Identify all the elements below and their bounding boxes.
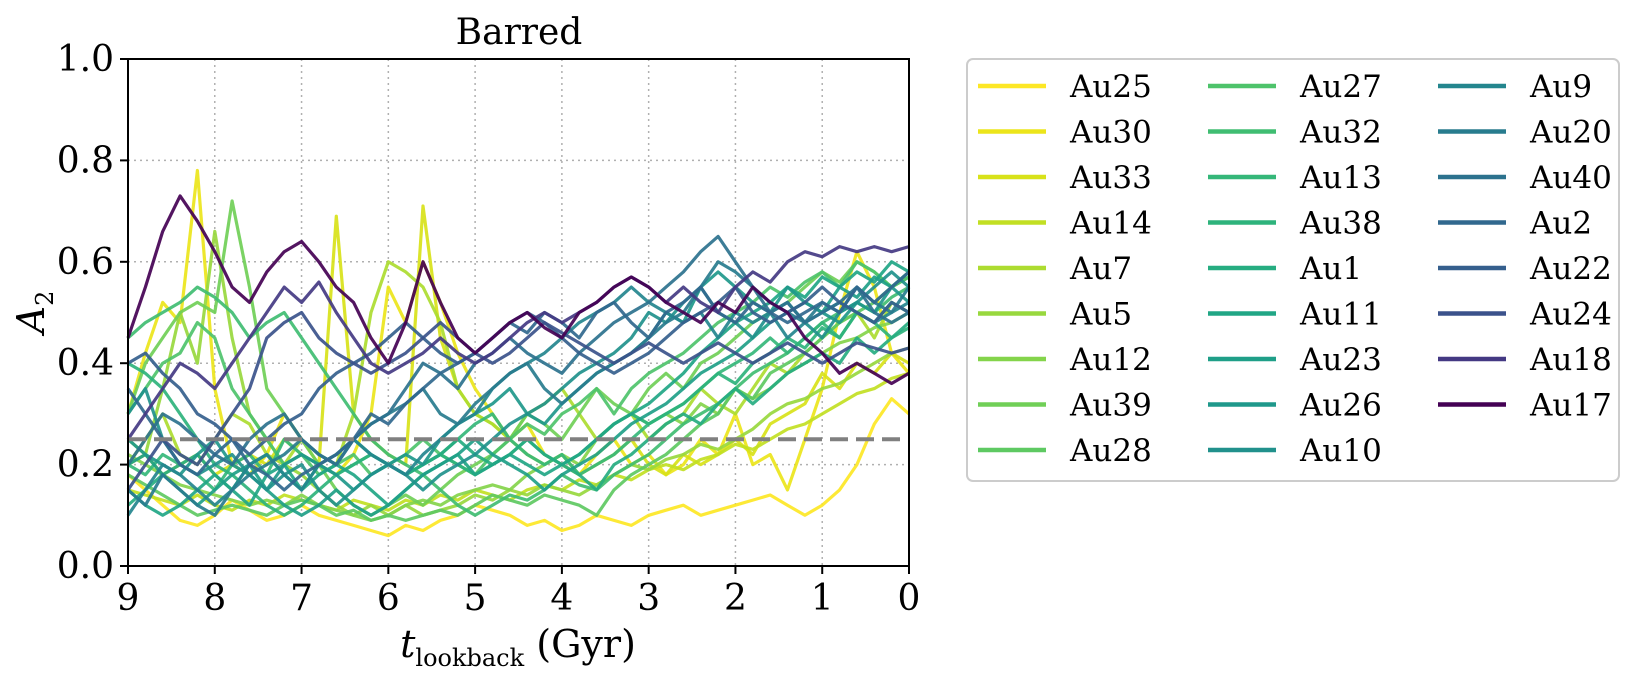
legend-label: Au2 [1529,206,1592,242]
legend-label: Au26 [1299,388,1382,424]
series-lines [126,168,911,538]
series-line-au17 [126,194,910,386]
legend-label: Au18 [1529,342,1612,378]
y-tick-label: 0.4 [57,343,114,384]
legend-frame [966,58,1620,482]
series-line-au25 [126,397,911,538]
x-tick-label: 1 [811,578,834,619]
y-axis-label: A2 [9,291,59,337]
legend-label: Au22 [1529,251,1612,287]
legend-item-au25: Au25 [978,69,1152,105]
legend-label: Au24 [1529,297,1612,333]
legend-label: Au11 [1299,297,1382,333]
plot-frame [127,58,910,567]
legend-label: Au40 [1529,160,1612,196]
legend-item-au5: Au5 [978,297,1132,333]
legend-label: Au7 [1069,251,1132,287]
x-tick-label: 9 [117,578,140,619]
legend-label: Au32 [1299,115,1382,151]
legend-label: Au13 [1299,160,1382,196]
y-tick-label: 0.0 [57,546,114,587]
legend-item-au38: Au38 [1208,206,1382,242]
legend-item-au9: Au9 [1438,69,1592,105]
legend-item-au10: Au10 [1208,433,1382,469]
legend-item-au23: Au23 [1208,342,1382,378]
legend-label: Au9 [1529,69,1592,105]
legend-item-au24: Au24 [1438,297,1612,333]
legend-item-au14: Au14 [978,206,1152,242]
series-line-au27 [126,260,910,477]
y-tick-label: 0.2 [57,445,114,486]
legend-label: Au5 [1069,297,1132,333]
series-line-au32 [126,285,910,517]
x-axis-label-subscript: lookback [415,644,524,672]
chart-title: Barred [456,12,583,53]
legend-item-au13: Au13 [1208,160,1382,196]
legend-label: Au30 [1069,115,1152,151]
x-axis-label-unit: (Gyr) [524,622,636,666]
legend-label: Au38 [1299,206,1382,242]
x-axis-ticks: 9 8 7 6 5 4 3 2 1 0 [117,566,921,619]
x-tick-label: 0 [898,578,921,619]
series-line-au28 [127,270,911,523]
x-axis-label-variable: t [400,622,416,666]
legend-item-au33: Au33 [978,160,1152,196]
legend-label: Au20 [1529,115,1612,151]
x-tick-label: 6 [377,578,400,619]
legend-label: Au10 [1299,433,1382,469]
x-tick-label: 5 [464,578,487,619]
series-line-au11 [126,260,910,517]
y-tick-label: 0.8 [57,140,114,181]
legend-label: Au39 [1069,388,1152,424]
legend-item-au12: Au12 [978,342,1152,378]
series-line-au24 [126,310,910,491]
legend-item-au26: Au26 [1208,388,1382,424]
legend-label: Au23 [1299,342,1382,378]
legend-item-au32: Au32 [1208,115,1382,151]
grid-lines [127,58,910,567]
legend-item-au11: Au11 [1208,297,1382,333]
legend-label: Au14 [1069,206,1152,242]
legend-item-au28: Au28 [978,433,1152,469]
y-axis-ticks: 0.0 0.2 0.4 0.6 0.8 1.0 [57,39,128,587]
legend-item-au17: Au17 [1438,388,1612,424]
legend-item-au1: Au1 [1208,251,1362,287]
x-tick-label: 7 [290,578,313,619]
y-axis-label-subscript: 2 [31,291,59,306]
y-axis-label-variable: A [9,306,53,336]
x-tick-label: 4 [550,578,573,619]
legend-item-au40: Au40 [1438,160,1612,196]
legend-item-au20: Au20 [1438,115,1612,151]
legend-item-au2: Au2 [1438,206,1592,242]
legend-item-au27: Au27 [1208,69,1382,105]
legend-items: Au25 Au30 Au33 Au14 Au7 Au5 Au12 Au39 Au28 Au27 Au… [978,69,1612,469]
legend-label: Au1 [1299,251,1362,287]
x-tick-label: 8 [203,578,226,619]
legend-item-au30: Au30 [978,115,1152,151]
y-tick-label: 0.6 [57,242,114,283]
legend-item-au7: Au7 [978,251,1132,287]
y-tick-label: 1.0 [57,39,114,80]
legend-label: Au17 [1529,388,1612,424]
legend-label: Au28 [1069,433,1152,469]
legend-item-au22: Au22 [1438,251,1612,287]
legend-item-au18: Au18 [1438,342,1612,378]
legend-label: Au12 [1069,342,1152,378]
x-tick-label: 3 [637,578,660,619]
legend-label: Au25 [1069,69,1152,105]
series-line-au18 [126,245,910,441]
legend-item-au39: Au39 [978,388,1152,424]
series-line-au2 [126,270,911,492]
x-axis-label: tlookback (Gyr) [400,622,636,672]
legend: Au25 Au30 Au33 Au14 Au7 Au5 Au12 Au39 Au28 Au27 Au… [966,58,1620,482]
x-tick-label: 2 [724,578,747,619]
legend-label: Au27 [1299,69,1382,105]
legend-label: Au33 [1069,160,1152,196]
